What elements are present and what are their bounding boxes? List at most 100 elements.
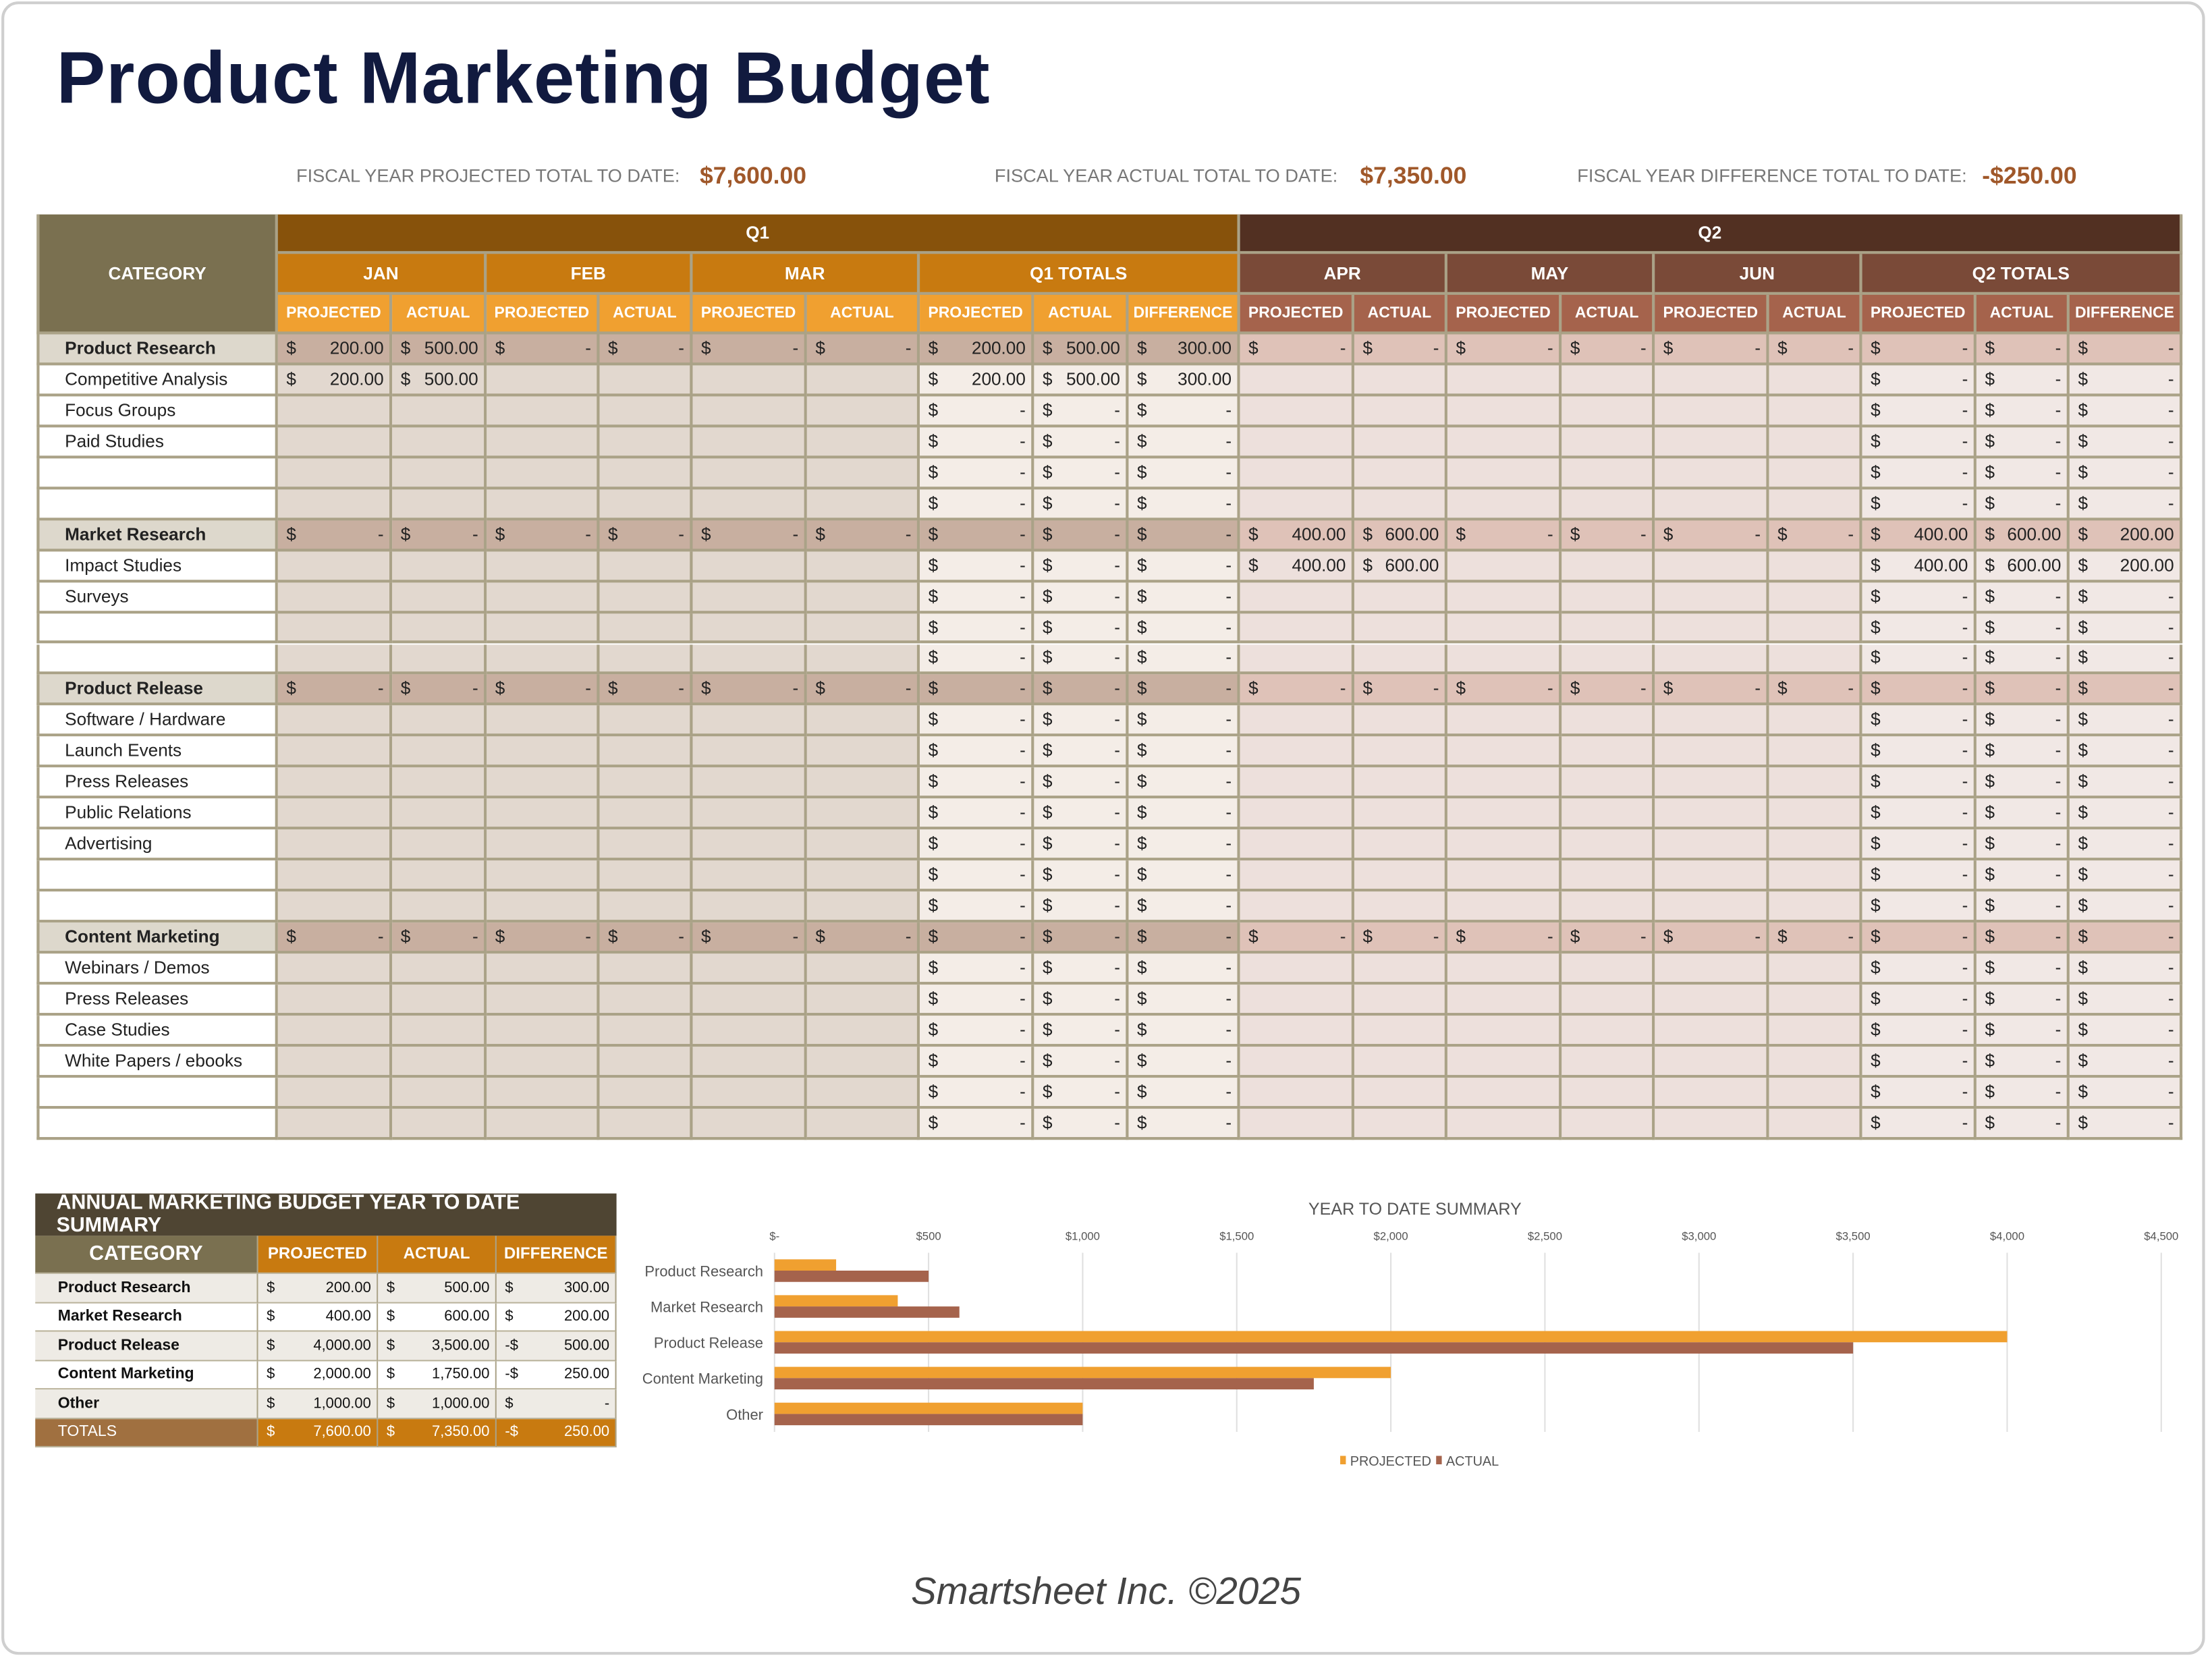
budget-cell[interactable]: $ - xyxy=(1034,582,1129,613)
budget-cell[interactable]: $200.00 xyxy=(920,365,1034,397)
budget-cell[interactable]: $ - xyxy=(1034,706,1129,737)
budget-cell[interactable] xyxy=(1447,891,1562,923)
budget-cell[interactable] xyxy=(487,365,600,397)
budget-cell[interactable] xyxy=(599,644,693,675)
budget-cell[interactable] xyxy=(806,798,920,830)
budget-cell[interactable]: $ - xyxy=(1862,1077,1976,1109)
budget-cell[interactable] xyxy=(392,582,487,613)
budget-cell[interactable] xyxy=(1240,613,1354,644)
budget-cell[interactable] xyxy=(1769,427,1862,458)
budget-cell[interactable]: $ - xyxy=(920,1108,1034,1140)
budget-cell[interactable] xyxy=(806,767,920,799)
budget-cell[interactable] xyxy=(1354,582,1447,613)
budget-cell[interactable]: $ - xyxy=(1862,458,1976,489)
budget-cell[interactable]: $ - xyxy=(1447,922,1562,954)
budget-cell[interactable]: $ - xyxy=(1128,427,1240,458)
budget-cell[interactable] xyxy=(806,1046,920,1078)
budget-cell[interactable]: $ - xyxy=(1769,675,1862,707)
budget-cell[interactable] xyxy=(692,953,807,985)
budget-cell[interactable]: $ - xyxy=(920,551,1034,582)
budget-cell[interactable] xyxy=(1655,737,1769,768)
budget-cell[interactable]: $ - xyxy=(1862,613,1976,644)
budget-cell[interactable]: $ - xyxy=(1976,737,2070,768)
budget-cell[interactable] xyxy=(277,985,393,1016)
budget-cell[interactable] xyxy=(1561,396,1655,428)
budget-cell[interactable] xyxy=(1769,798,1862,830)
budget-cell[interactable] xyxy=(1354,953,1447,985)
budget-cell[interactable]: $ - xyxy=(1862,1046,1976,1078)
budget-cell[interactable]: $ - xyxy=(1862,922,1976,954)
budget-cell[interactable] xyxy=(1655,798,1769,830)
budget-cell[interactable] xyxy=(1561,891,1655,923)
budget-cell[interactable]: $ - xyxy=(920,675,1034,707)
budget-cell[interactable] xyxy=(392,644,487,675)
budget-cell[interactable] xyxy=(1447,1046,1562,1078)
budget-cell[interactable] xyxy=(1354,985,1447,1016)
budget-cell[interactable] xyxy=(1769,1046,1862,1078)
budget-cell[interactable]: $ - xyxy=(920,829,1034,861)
budget-cell[interactable] xyxy=(692,644,807,675)
budget-cell[interactable]: $ - xyxy=(2069,767,2183,799)
budget-cell[interactable]: $200.00 xyxy=(920,334,1034,366)
budget-cell[interactable] xyxy=(599,891,693,923)
budget-cell[interactable] xyxy=(806,953,920,985)
budget-cell[interactable] xyxy=(1655,706,1769,737)
budget-cell[interactable] xyxy=(392,396,487,428)
budget-cell[interactable] xyxy=(1561,1046,1655,1078)
budget-cell[interactable] xyxy=(599,1016,693,1047)
budget-cell[interactable] xyxy=(392,489,487,520)
budget-cell[interactable]: $ - xyxy=(1976,829,2070,861)
budget-cell[interactable] xyxy=(487,582,600,613)
budget-cell[interactable] xyxy=(599,737,693,768)
budget-cell[interactable] xyxy=(1561,551,1655,582)
budget-cell[interactable]: $500.00 xyxy=(1034,334,1129,366)
budget-cell[interactable] xyxy=(1769,953,1862,985)
budget-cell[interactable] xyxy=(487,489,600,520)
budget-cell[interactable] xyxy=(692,737,807,768)
budget-cell[interactable]: $ - xyxy=(1034,798,1129,830)
budget-cell[interactable]: $ - xyxy=(1561,922,1655,954)
budget-cell[interactable]: $ - xyxy=(487,334,600,366)
budget-cell[interactable]: $ - xyxy=(1240,675,1354,707)
budget-cell[interactable] xyxy=(599,1046,693,1078)
budget-cell[interactable]: $ - xyxy=(1862,334,1976,366)
budget-cell[interactable] xyxy=(392,458,487,489)
budget-cell[interactable]: $500.00 xyxy=(1034,365,1129,397)
budget-cell[interactable]: $ - xyxy=(1128,396,1240,428)
budget-cell[interactable]: $ - xyxy=(1862,644,1976,675)
budget-cell[interactable] xyxy=(692,489,807,520)
budget-cell[interactable] xyxy=(1354,1016,1447,1047)
budget-cell[interactable]: $ - xyxy=(1976,613,2070,644)
budget-cell[interactable]: $ - xyxy=(1034,1108,1129,1140)
budget-cell[interactable] xyxy=(806,1016,920,1047)
budget-cell[interactable]: $ - xyxy=(806,675,920,707)
budget-cell[interactable] xyxy=(392,613,487,644)
budget-cell[interactable] xyxy=(1240,737,1354,768)
budget-cell[interactable] xyxy=(1561,644,1655,675)
budget-cell[interactable] xyxy=(277,1016,393,1047)
budget-cell[interactable]: $ - xyxy=(1976,798,2070,830)
budget-cell[interactable]: $ - xyxy=(1354,675,1447,707)
budget-cell[interactable]: $300.00 xyxy=(1128,365,1240,397)
budget-cell[interactable]: $ - xyxy=(1034,891,1129,923)
budget-cell[interactable] xyxy=(277,829,393,861)
budget-cell[interactable] xyxy=(487,798,600,830)
budget-cell[interactable]: $ - xyxy=(1976,427,2070,458)
budget-cell[interactable]: $ - xyxy=(920,953,1034,985)
budget-cell[interactable] xyxy=(1240,1016,1354,1047)
budget-cell[interactable]: $ - xyxy=(920,458,1034,489)
budget-cell[interactable]: $ - xyxy=(1034,953,1129,985)
budget-cell[interactable]: $ - xyxy=(1862,396,1976,428)
budget-cell[interactable]: $ - xyxy=(392,675,487,707)
budget-cell[interactable] xyxy=(1655,860,1769,892)
budget-cell[interactable]: $ - xyxy=(1862,706,1976,737)
budget-cell[interactable]: $ - xyxy=(1034,675,1129,707)
budget-cell[interactable]: $ - xyxy=(920,489,1034,520)
budget-cell[interactable] xyxy=(1655,1077,1769,1109)
budget-cell[interactable] xyxy=(1655,1108,1769,1140)
budget-cell[interactable]: $600.00 xyxy=(1976,520,2070,551)
budget-cell[interactable] xyxy=(277,551,393,582)
budget-cell[interactable]: $ - xyxy=(392,922,487,954)
budget-cell[interactable] xyxy=(1354,613,1447,644)
budget-cell[interactable]: $ - xyxy=(2069,582,2183,613)
